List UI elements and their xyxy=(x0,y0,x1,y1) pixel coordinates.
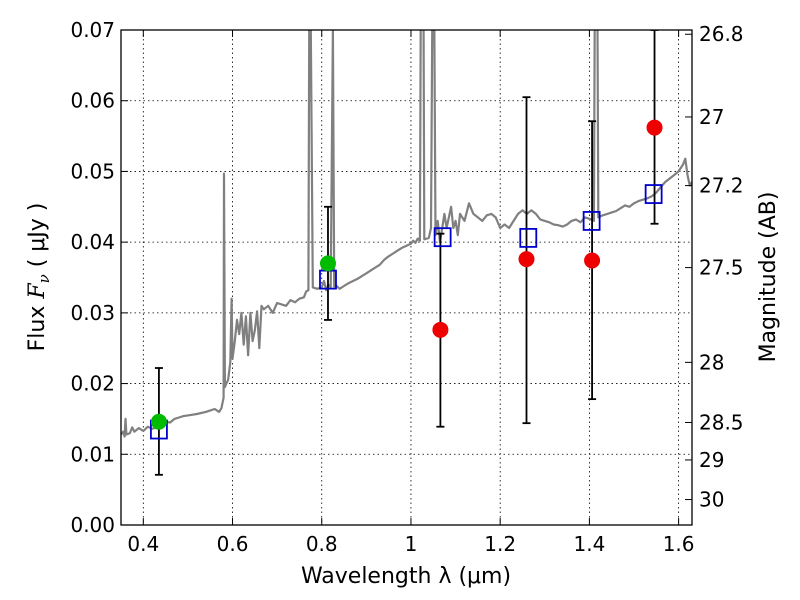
x-axis: 0.4 0.6 0.8 1 1.2 1.4 1.6 xyxy=(127,30,695,556)
plot-frame xyxy=(120,29,693,526)
x-tick-label: 0.4 xyxy=(127,532,159,556)
model-photometry-square xyxy=(582,211,601,231)
nondetection-point xyxy=(646,119,663,136)
x-tick-label: 0.6 xyxy=(217,532,249,556)
y-axis-label-sub: ν xyxy=(35,274,53,283)
y-tick-label: 0.01 xyxy=(70,442,115,466)
y2-tick-label: 30 xyxy=(699,488,724,512)
y-tick-label: 0.05 xyxy=(70,159,115,183)
y-tick-label: 0.00 xyxy=(70,513,115,537)
y2-tick-label: 28.5 xyxy=(699,410,744,434)
grid-lines xyxy=(121,29,692,526)
model-photometry-square xyxy=(519,227,538,248)
y-tick-label: 0.04 xyxy=(70,230,115,254)
x-tick-label: 1.4 xyxy=(573,532,605,556)
y-axis-label-math: F xyxy=(25,283,50,300)
y-tick-label: 0.06 xyxy=(70,89,115,113)
plot-area xyxy=(121,30,692,476)
y-tick-label: 0.02 xyxy=(70,372,115,396)
y-axis: 0.00 0.01 0.02 0.03 0.04 0.05 0.06 0.07 xyxy=(70,18,128,537)
y2-axis: 26.8 27 27.2 27.5 28 28.5 29 30 xyxy=(685,22,744,512)
y-axis-label-suffix: ( μJy ) xyxy=(25,203,50,275)
y2-tick-label: 29 xyxy=(699,448,724,472)
y-tick-label: 0.07 xyxy=(70,18,115,42)
y2-tick-label: 26.8 xyxy=(699,22,744,46)
y2-tick-label: 27.5 xyxy=(699,256,744,280)
x-tick-label: 1.2 xyxy=(484,532,516,556)
detection-point xyxy=(150,413,167,430)
nondetection-point xyxy=(432,321,449,338)
y2-tick-label: 27 xyxy=(699,105,724,129)
y-tick-label: 0.03 xyxy=(70,301,115,325)
x-tick-label: 1.6 xyxy=(663,532,695,556)
y-axis-label: Flux Fν ( μJy ) xyxy=(25,203,53,352)
nondetection-point xyxy=(518,251,535,268)
model-spectrum-line xyxy=(121,30,692,438)
model-photometry-square xyxy=(644,184,663,204)
x-axis-label: Wavelength λ (μm) xyxy=(301,564,511,589)
x-tick-label: 0.8 xyxy=(306,532,338,556)
detection-point xyxy=(319,255,336,272)
model-photometry-square xyxy=(433,227,452,248)
x-tick-label: 1 xyxy=(405,532,418,556)
y2-tick-label: 27.2 xyxy=(699,174,744,198)
y2-tick-label: 28 xyxy=(699,350,724,374)
nondetection-point xyxy=(584,252,601,269)
y2-axis-label: Magnitude (AB) xyxy=(756,192,781,363)
y-axis-label-prefix: Flux xyxy=(25,299,50,352)
